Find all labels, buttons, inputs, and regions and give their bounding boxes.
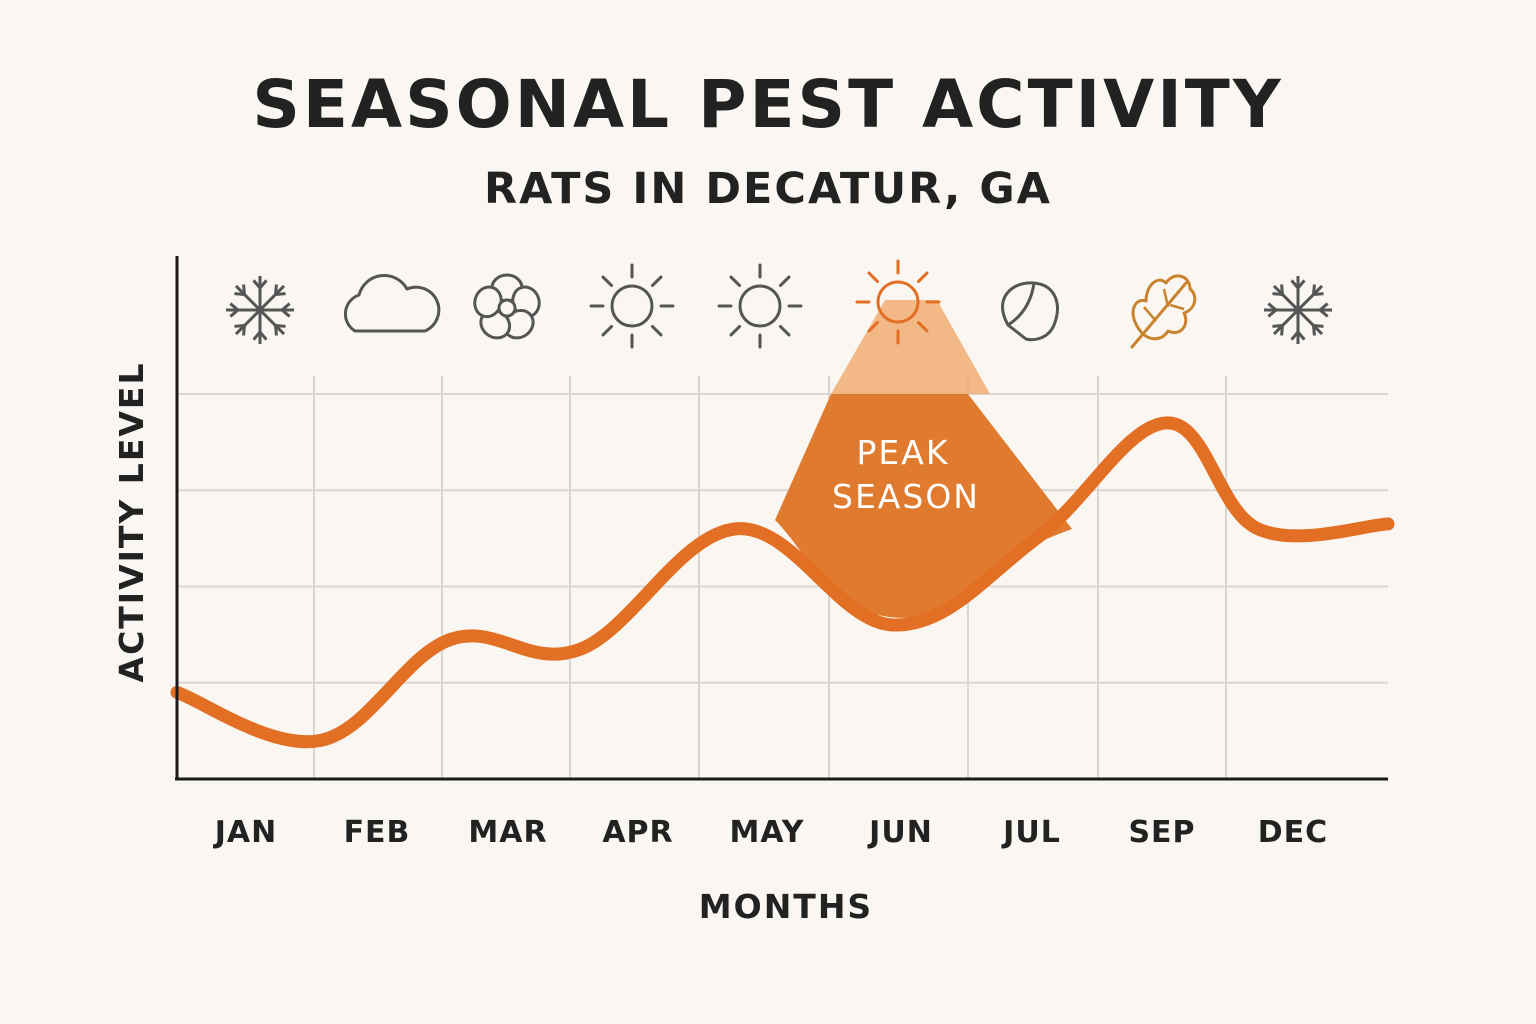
tick-label-dec: DEC [1258,815,1328,850]
grid-lines [177,376,1388,779]
peak-season-label-line1: PEAK [857,433,950,472]
tick-label-mar: MAR [468,815,547,850]
snowflake-icon [1264,276,1332,344]
season-icons [226,259,1332,349]
tick-label-jun: JUN [867,815,933,850]
cloud-icon [343,273,441,333]
sun-icon [855,259,941,345]
tick-label-jul: JUL [1001,815,1061,850]
sun-icon [589,263,675,349]
x-tick-labels: JAN FEB MAR APR MAY JUN JUL SEP DEC [213,815,1328,850]
leaf-icon [1001,281,1059,342]
tick-label-may: MAY [730,815,805,850]
peak-season-label-line2: SEASON [832,477,980,516]
x-axis-label: MONTHS [699,887,873,926]
y-axis-label: ACTIVITY LEVEL [112,362,151,683]
activity-line [170,416,1395,749]
peak-season-light-band [831,300,990,394]
tick-label-sep: SEP [1128,815,1195,850]
tick-label-jan: JAN [213,815,278,850]
chart-subtitle: RATS IN DECATUR, GA [484,164,1052,214]
tick-label-apr: APR [602,815,673,850]
tick-label-feb: FEB [344,815,411,850]
chart-title: SEASONAL PEST ACTIVITY [252,66,1284,143]
autumn-leaf-icon [1130,274,1197,349]
flower-icon [473,273,541,340]
snowflake-icon [226,276,294,344]
sun-icon [717,263,803,349]
